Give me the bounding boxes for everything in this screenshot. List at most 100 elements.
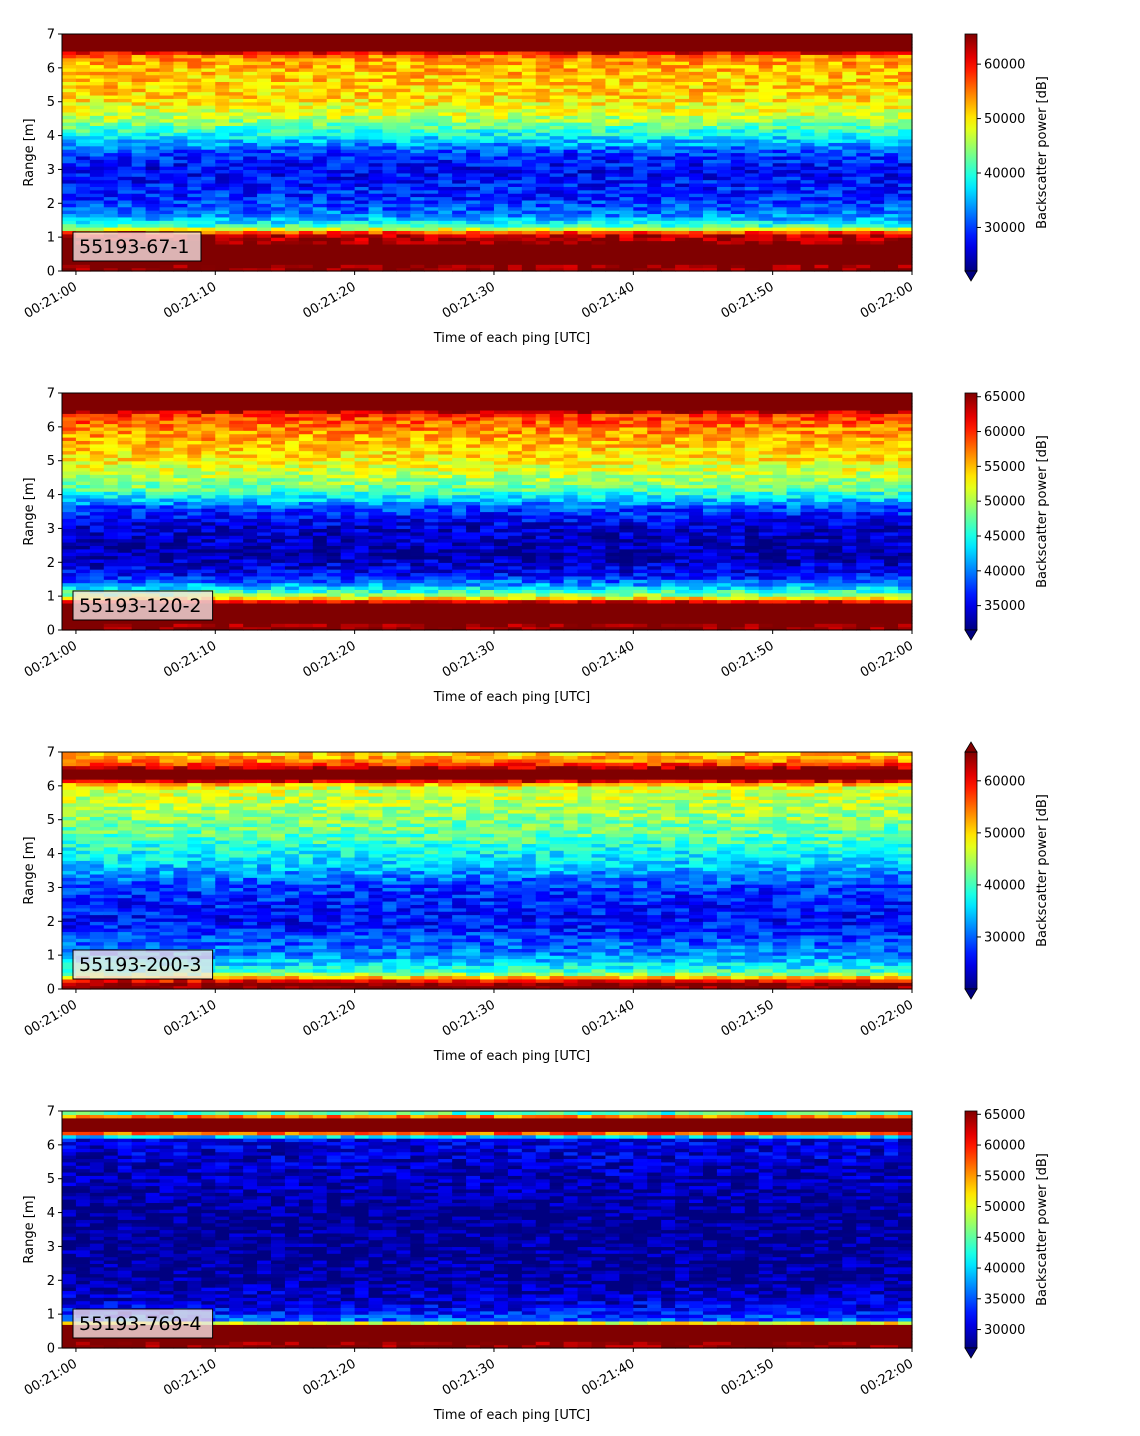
heatmap-cell [89,84,105,89]
heatmap-cell [410,216,425,221]
heatmap-cell [438,237,453,242]
heatmap-cell [103,189,119,194]
heatmap-cell [145,54,161,59]
heatmap-cell [229,155,244,160]
heatmap-cell [424,159,439,164]
heatmap-cell [438,216,453,221]
heatmap-cell [257,213,272,218]
heatmap-cell [201,193,216,198]
heatmap-cell [145,155,161,160]
heatmap-cell [229,91,244,96]
heatmap-cell [201,179,216,184]
heatmap-cell [452,176,467,181]
heatmap-cell [215,40,230,45]
heatmap-cell [187,111,202,116]
heatmap-cell [173,84,189,89]
heatmap-cell [117,223,133,228]
y-tick-label: 0 [47,265,55,280]
heatmap-cell [229,101,244,106]
heatmap-cell [117,199,133,204]
heatmap-cell [340,34,356,38]
heatmap-cell [257,179,272,184]
heatmap-cell [89,101,105,106]
heatmap-cell [62,233,77,238]
heatmap-cell [89,196,105,201]
heatmap-cell [410,203,425,208]
heatmap-cell [257,101,272,106]
heatmap-cell [131,267,147,272]
heatmap-cell [257,44,272,49]
heatmap-cell [480,169,495,174]
heatmap-cell [326,199,342,204]
heatmap-cell [452,37,467,42]
heatmap-cell [298,223,314,228]
heatmap-cell [284,61,300,66]
heatmap-cell [257,199,272,204]
heatmap-cell [284,128,300,133]
heatmap-cell [187,74,202,79]
heatmap-cell [452,74,467,79]
heatmap-cell [480,247,495,252]
heatmap-cell [131,74,147,79]
heatmap-cell [75,226,91,231]
heatmap-cell [243,267,258,272]
heatmap-cell [201,67,216,72]
heatmap-cell [354,159,370,164]
heatmap-cell [243,105,258,110]
heatmap-cell [312,243,328,248]
heatmap-cell [396,159,411,164]
heatmap-cell [480,71,495,76]
heatmap-cell [257,260,272,265]
heatmap-cell [340,182,356,187]
heatmap-cell [117,57,133,62]
heatmap-cell [424,193,439,198]
heatmap-cell [480,240,495,245]
heatmap-cell [312,105,328,110]
heatmap-cell [201,220,216,225]
heatmap-cell [368,172,384,177]
heatmap-cell [243,135,258,140]
heatmap-cell [312,74,328,79]
heatmap-cell [298,264,314,269]
heatmap-cell [326,81,342,86]
heatmap-cell [326,162,342,167]
heatmap-cell [382,193,398,198]
heatmap-cell [452,78,467,82]
heatmap-cell [159,223,175,228]
heatmap-cell [382,50,398,55]
heatmap-cell [326,40,342,45]
heatmap-cell [131,169,147,174]
heatmap-cell [410,108,425,113]
heatmap-cell [271,166,286,171]
heatmap-cell [326,142,342,147]
heatmap-cell [243,254,258,259]
heatmap-cell [466,166,481,171]
heatmap-cell [284,267,300,272]
heatmap-cell [368,98,384,103]
heatmap-cell [117,84,133,89]
heatmap-cell [201,84,216,89]
heatmap-cell [452,233,467,238]
heatmap-cell [298,88,314,93]
heatmap-cell [340,196,356,201]
heatmap-cell [466,132,481,137]
heatmap-cell [62,91,77,96]
heatmap-cell [243,155,258,160]
heatmap-cell [340,81,356,86]
heatmap-cell [298,40,314,45]
heatmap-cell [284,50,300,55]
heatmap-cell [145,115,161,120]
heatmap-cell [284,78,300,82]
heatmap-cell [396,257,411,262]
heatmap-cell [619,34,634,38]
heatmap-cell [159,199,175,204]
heatmap-cell [312,91,328,96]
heatmap-cell [243,142,258,147]
heatmap-cell [396,115,411,120]
heatmap-cell [284,149,300,154]
heatmap-cell [257,74,272,79]
heatmap-cell [438,142,453,147]
heatmap-cell [145,84,161,89]
heatmap-cell [243,223,258,228]
heatmap-cell [103,196,119,201]
